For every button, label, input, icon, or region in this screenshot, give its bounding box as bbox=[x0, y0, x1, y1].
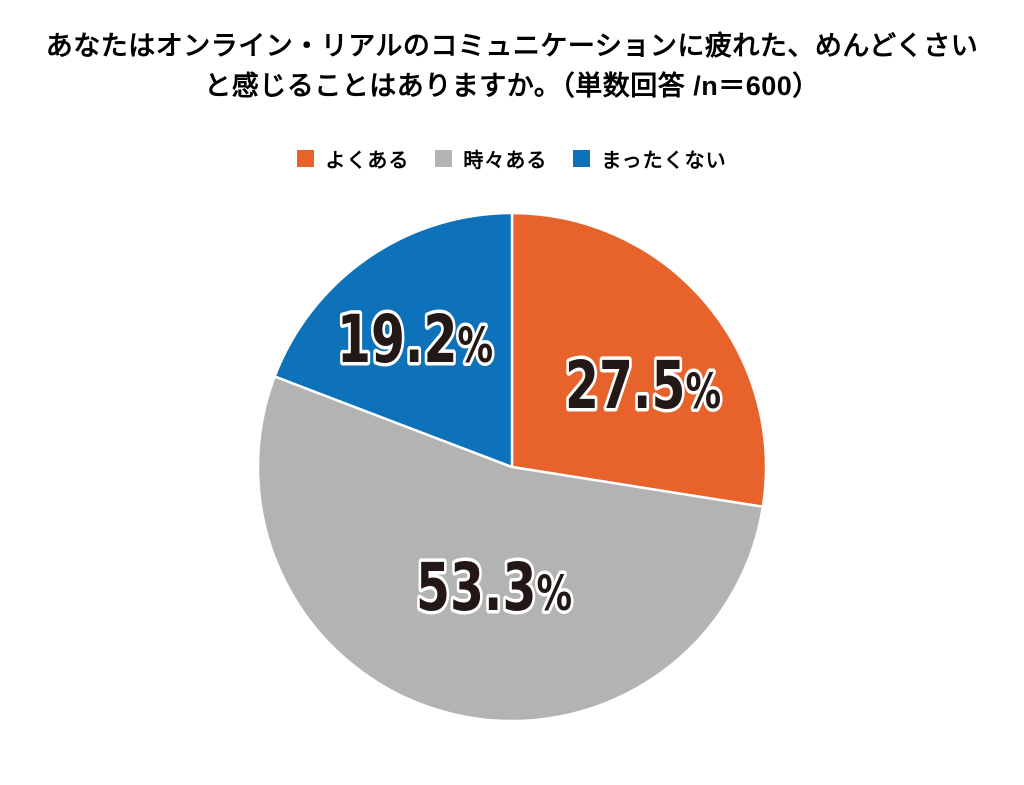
legend-item-often: よくある bbox=[297, 144, 409, 173]
pie-slice-2 bbox=[273, 211, 514, 469]
pie-slice-1 bbox=[256, 375, 765, 723]
legend-swatch-often bbox=[297, 150, 315, 167]
legend-swatch-sometimes bbox=[435, 150, 453, 167]
pie-slice-0 bbox=[510, 211, 768, 508]
chart-title-line2: と感じることはありますか。（単数回答 /n＝600） bbox=[204, 71, 820, 101]
legend: よくある 時々ある まったくない bbox=[0, 144, 1024, 173]
chart-title: あなたはオンライン・リアルのコミュニケーションに疲れた、めんどくさい と感じるこ… bbox=[0, 26, 1024, 106]
pie-value-label-0: 27.5% bbox=[565, 347, 721, 424]
legend-item-sometimes: 時々ある bbox=[435, 144, 547, 173]
chart-title-line1: あなたはオンライン・リアルのコミュニケーションに疲れた、めんどくさい bbox=[45, 31, 979, 61]
legend-label-sometimes: 時々ある bbox=[463, 150, 548, 172]
pie-value-label-2: 19.2% bbox=[337, 301, 493, 378]
legend-label-never: まったくない bbox=[601, 150, 727, 172]
legend-item-never: まったくない bbox=[573, 144, 726, 173]
legend-label-often: よくある bbox=[325, 150, 410, 172]
legend-swatch-never bbox=[573, 150, 591, 167]
pie-value-label-1: 53.3% bbox=[416, 549, 572, 626]
